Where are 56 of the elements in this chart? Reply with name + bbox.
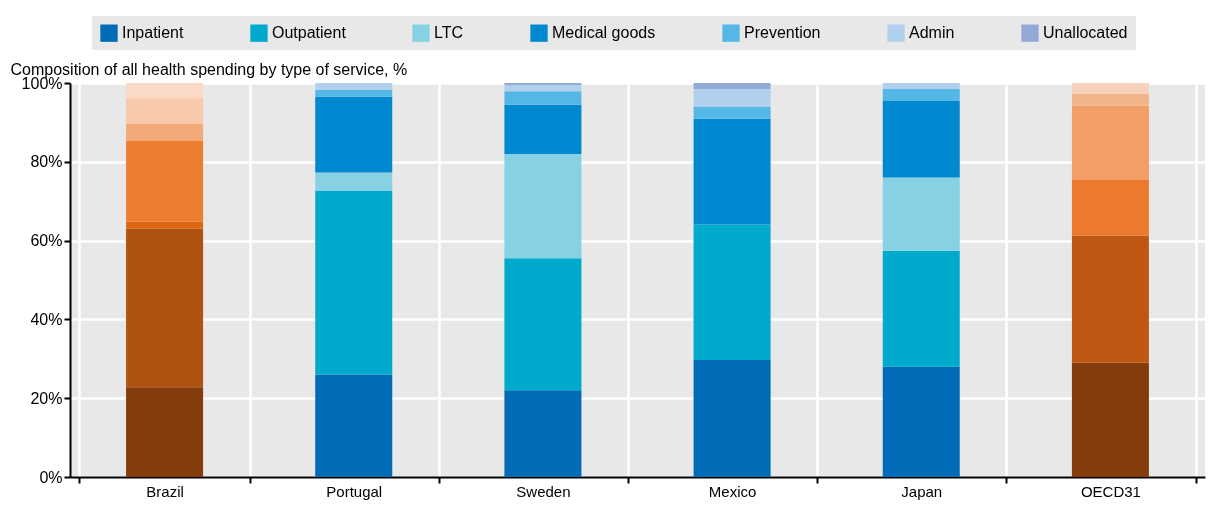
y-tick-label: 0% xyxy=(39,468,63,486)
bar xyxy=(126,83,204,99)
bar xyxy=(126,98,204,124)
y-tick-label: 20% xyxy=(30,389,63,407)
bar xyxy=(315,374,393,477)
y-axis-title: Composition of all health spending by type of service, % xyxy=(10,60,408,78)
bar xyxy=(504,91,582,105)
bar xyxy=(1071,105,1149,180)
bar xyxy=(504,390,582,477)
bar xyxy=(693,359,771,477)
bar xyxy=(882,250,960,367)
bar xyxy=(882,88,960,102)
bar xyxy=(1071,83,1149,95)
y-tick-label: 40% xyxy=(30,310,63,328)
bar xyxy=(1071,235,1149,363)
x-tick-label: Portugal xyxy=(326,482,383,500)
y-tick-label: 60% xyxy=(30,232,63,250)
bar xyxy=(1071,179,1149,236)
bar xyxy=(693,83,771,89)
x-tick-label: Sweden xyxy=(516,482,571,500)
x-tick-label: Mexico xyxy=(708,482,757,500)
bar xyxy=(315,89,393,97)
bar xyxy=(126,140,204,222)
bar xyxy=(882,101,960,178)
legend-label: Prevention xyxy=(744,24,821,42)
bar xyxy=(315,172,393,191)
bar xyxy=(504,104,582,154)
legend-label: Outpatient xyxy=(272,24,347,42)
bar xyxy=(693,107,771,119)
bar xyxy=(882,83,960,89)
bar xyxy=(315,96,393,173)
bar xyxy=(315,190,393,375)
legend-label: LTC xyxy=(434,24,464,42)
bar xyxy=(882,366,960,477)
bar xyxy=(693,224,771,360)
bar xyxy=(126,228,204,388)
bar xyxy=(882,177,960,251)
bar xyxy=(1071,362,1149,477)
legend-label: Medical goods xyxy=(552,24,656,42)
y-tick-label: 80% xyxy=(30,153,63,171)
legend-label: Admin xyxy=(909,24,955,42)
bar xyxy=(504,258,582,391)
legend-label: Inpatient xyxy=(122,24,184,42)
bar xyxy=(126,221,204,229)
legend-label: Unallocated xyxy=(1043,24,1128,42)
bar xyxy=(126,123,204,141)
bar xyxy=(315,83,393,90)
bar xyxy=(1071,94,1149,106)
x-tick-label: Japan xyxy=(901,482,943,500)
bar xyxy=(504,85,582,92)
x-tick-label: OECD31 xyxy=(1080,482,1141,500)
bar xyxy=(126,387,204,477)
x-tick-label: Brazil xyxy=(146,482,184,500)
bar xyxy=(504,153,582,259)
bar xyxy=(693,118,771,225)
bar xyxy=(693,88,771,108)
